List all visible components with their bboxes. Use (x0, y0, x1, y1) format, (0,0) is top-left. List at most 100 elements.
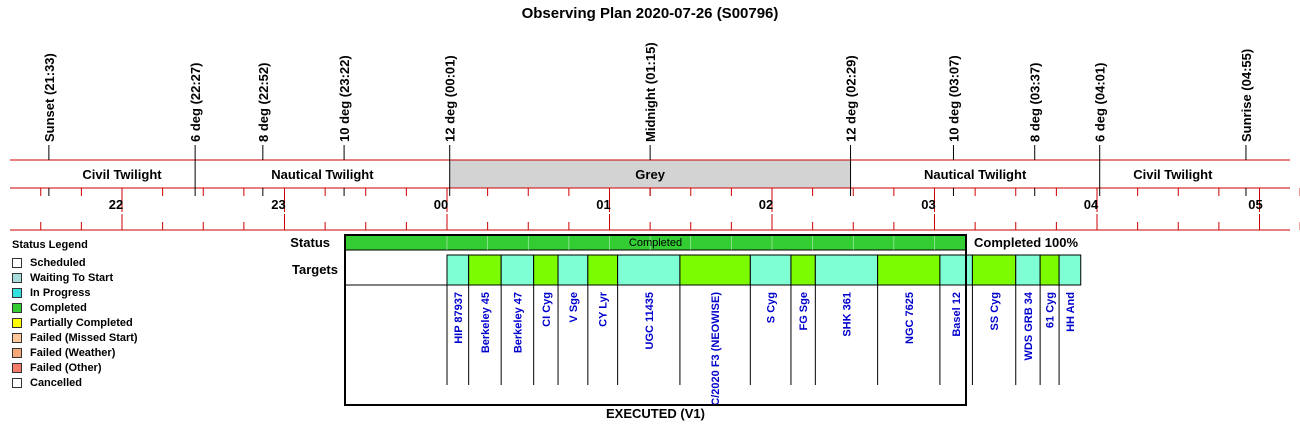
target-name: HH And (1065, 292, 1077, 332)
target-block (790, 254, 816, 286)
legend-label: Failed (Missed Start) (30, 331, 138, 344)
hour-tick-label: 03 (921, 197, 935, 212)
target-name: CY Lyr (598, 291, 610, 327)
legend-item: Failed (Other) (12, 360, 138, 375)
hour-tick-label: 22 (109, 197, 123, 212)
target-name: NGC 7625 (904, 292, 916, 344)
target-name: 61 Cyg (1045, 292, 1057, 328)
event-label: 12 deg (02:29) (844, 55, 859, 142)
target-name: FG Sge (798, 292, 810, 331)
legend-item: Waiting To Start (12, 270, 138, 285)
event-label: 8 deg (03:37) (1028, 63, 1043, 142)
event-label: 10 deg (23:22) (337, 55, 352, 142)
legend-item: Failed (Weather) (12, 345, 138, 360)
phase-label: Nautical Twilight (924, 167, 1027, 182)
event-label: 8 deg (22:52) (256, 63, 271, 142)
event-label: 12 deg (00:01) (443, 55, 458, 142)
target-name: Berkeley 45 (480, 292, 492, 353)
event-label: Sunset (21:33) (42, 53, 57, 142)
hour-tick-label: 05 (1248, 197, 1262, 212)
target-block (468, 254, 502, 286)
legend-label: Cancelled (30, 376, 82, 389)
target-name: Berkeley 47 (512, 292, 524, 353)
hour-tick-label: 00 (434, 197, 448, 212)
target-block (679, 254, 751, 286)
target-block (1039, 254, 1060, 286)
legend-item: Completed (12, 300, 138, 315)
phase-band (195, 160, 450, 188)
legend-label: Scheduled (30, 256, 86, 269)
target-block (587, 254, 619, 286)
event-label: Sunrise (04:55) (1239, 49, 1254, 142)
legend-swatch (12, 362, 22, 373)
legend-label: Completed (30, 301, 87, 314)
legend-swatch (12, 377, 22, 388)
phase-band (1099, 160, 1290, 188)
target-block (749, 254, 792, 286)
target-block (500, 254, 535, 286)
legend-swatch (12, 347, 22, 358)
target-block (814, 254, 879, 286)
status-legend: Status Legend Scheduled Waiting To Start I… (12, 239, 138, 390)
target-name: SS Cyg (989, 292, 1001, 331)
event-label: 6 deg (22:27) (188, 63, 203, 142)
target-name: S Cyg (766, 292, 778, 323)
legend-swatch (12, 257, 22, 268)
event-label: 6 deg (04:01) (1093, 63, 1108, 142)
hour-tick-label: 04 (1084, 197, 1099, 212)
target-name: C/2020 F3 (NEOWISE) (710, 292, 722, 406)
target-name: Basel 12 (951, 292, 963, 337)
hour-tick-label: 02 (759, 197, 773, 212)
hour-tick-label: 01 (596, 197, 610, 212)
phase-label: Nautical Twilight (271, 167, 374, 182)
target-block (877, 254, 941, 286)
executed-label: EXECUTED (V1) (606, 406, 705, 421)
target-block (939, 254, 973, 286)
legend-item: Partially Completed (12, 315, 138, 330)
legend-swatch (12, 272, 22, 283)
legend-swatch (12, 332, 22, 343)
status-text: Completed (629, 237, 682, 249)
target-block (1015, 254, 1041, 286)
legend-swatch (12, 302, 22, 313)
status-row-label: Status (290, 235, 330, 250)
target-block (1058, 254, 1082, 286)
legend-label: In Progress (30, 286, 91, 299)
phase-label: Civil Twilight (82, 167, 162, 182)
legend-title: Status Legend (12, 239, 88, 251)
target-name: WDS GRB 34 (1023, 291, 1035, 360)
phase-band (449, 160, 851, 188)
legend-label: Failed (Weather) (30, 346, 116, 359)
target-name: UGC 11435 (644, 292, 656, 349)
target-block (617, 254, 681, 286)
target-block (446, 254, 470, 286)
target-name: CI Cyg (541, 292, 553, 327)
phase-label: Civil Twilight (1133, 167, 1213, 182)
event-label: 10 deg (03:07) (946, 55, 961, 142)
target-block (557, 254, 589, 286)
target-block (533, 254, 559, 286)
phase-band (10, 160, 196, 188)
phase-label: Grey (635, 167, 665, 182)
target-name: HIP 87937 (453, 292, 465, 344)
targets-row-label: Targets (292, 262, 338, 277)
target-name: V Sge (568, 292, 580, 323)
plan-frame (344, 234, 967, 406)
legend-swatch (12, 317, 22, 328)
legend-item: In Progress (12, 285, 138, 300)
legend-item: Scheduled (12, 255, 138, 270)
legend-item: Cancelled (12, 375, 138, 390)
phase-band (850, 160, 1100, 188)
legend-item: Failed (Missed Start) (12, 330, 138, 345)
legend-label: Partially Completed (30, 316, 133, 329)
event-label: Midnight (01:15) (643, 42, 658, 142)
target-name: SHK 361 (841, 292, 853, 337)
status-summary: Completed 100% (974, 235, 1079, 250)
chart-title: Observing Plan 2020-07-26 (S00796) (521, 5, 779, 22)
legend-label: Failed (Other) (30, 361, 102, 374)
legend-swatch (12, 287, 22, 298)
hour-tick-label: 23 (271, 197, 285, 212)
target-block (971, 254, 1017, 286)
legend-label: Waiting To Start (30, 271, 114, 284)
